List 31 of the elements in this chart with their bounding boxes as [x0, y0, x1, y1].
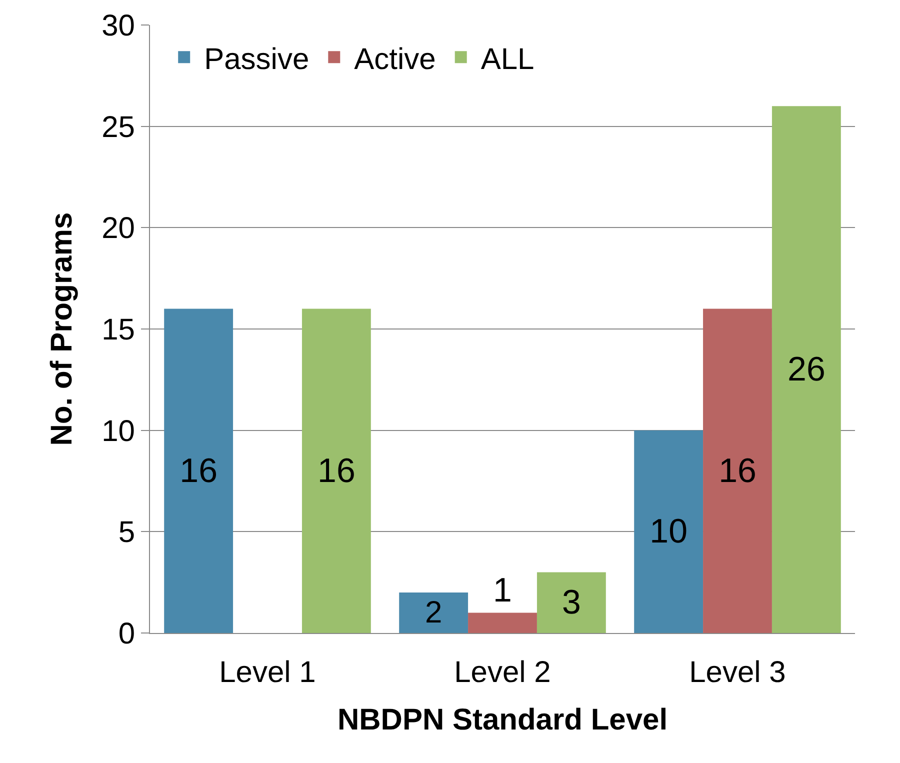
bar — [772, 106, 841, 633]
y-tick-label: 10 — [102, 414, 135, 448]
data-label: 2 — [424, 594, 442, 630]
bar — [302, 308, 371, 633]
y-tick-label: 20 — [102, 212, 135, 246]
x-tick-label: Level 3 — [689, 656, 786, 689]
legend-label: ALL — [480, 42, 534, 76]
legend-label: Active — [354, 42, 436, 76]
y-tick-label: 25 — [102, 110, 135, 144]
bar — [399, 592, 468, 633]
data-label: 10 — [650, 512, 688, 551]
bar — [703, 308, 772, 633]
data-label: 16 — [718, 452, 756, 490]
y-tick-label: 0 — [118, 618, 135, 650]
data-label: 3 — [562, 584, 581, 622]
data-label: 1 — [493, 572, 512, 610]
data-label: 16 — [318, 452, 356, 490]
bar — [468, 612, 537, 633]
y-axis-title: No. of Programs — [46, 212, 79, 446]
x-axis-title: NBDPN Standard Level — [337, 704, 668, 736]
data-label: 26 — [788, 350, 826, 389]
x-tick-label: Level 1 — [219, 656, 316, 689]
legend-label: Passive — [204, 42, 310, 76]
bar — [164, 308, 234, 633]
data-label: 16 — [180, 452, 218, 490]
x-tick-label: Level 2 — [454, 656, 551, 689]
bar — [536, 572, 606, 633]
bar — [634, 430, 704, 633]
y-tick-label: 5 — [118, 516, 135, 550]
y-tick-label: 15 — [102, 314, 135, 346]
y-tick-label: 30 — [102, 10, 135, 42]
